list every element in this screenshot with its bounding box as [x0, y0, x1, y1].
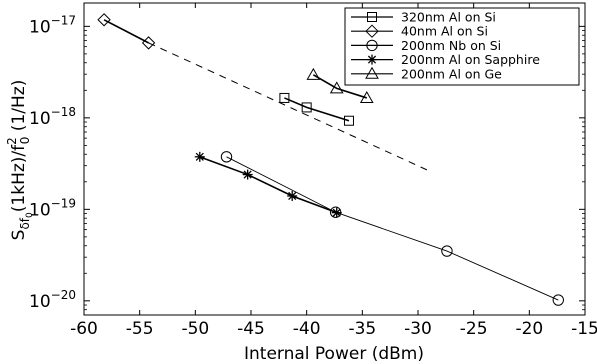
legend-entry: 320nm Al on Si	[351, 10, 496, 25]
series-line	[226, 156, 559, 301]
axis-ticks: -60 -55 -50 -45 -40 -35 -30 -25 -20 -1510−2010−19…	[29, 3, 597, 339]
legend-entry: 200nm Al on Ge	[351, 66, 502, 81]
x-tick-label: -25	[460, 319, 488, 339]
y-tick-base: 10	[29, 17, 51, 37]
x-tick-label: -60	[70, 319, 98, 339]
data-point-asterisk	[287, 190, 298, 201]
x-axis-label: Internal Power (dBm)	[244, 344, 424, 364]
data-point-triangle	[329, 81, 344, 94]
legend-entry: 200nm Al on Sapphire	[351, 52, 540, 67]
data-point-triangle	[359, 90, 374, 103]
legend-marker-square	[367, 12, 377, 22]
legend-label: 200nm Nb on Si	[401, 38, 501, 53]
legend-marker-asterisk	[367, 54, 377, 65]
legend-marker-triangle	[365, 66, 379, 79]
y-tick-base: 10	[29, 109, 51, 129]
legend-entry: 200nm Nb on Si	[351, 38, 501, 53]
x-tick-label: -20	[515, 319, 543, 339]
y-tick-label: 10−20	[29, 288, 76, 312]
data-point-circle	[220, 151, 233, 163]
y-tick-base: 10	[29, 292, 51, 312]
data-point-diamond	[97, 13, 111, 27]
legend-marker-circle	[366, 39, 378, 52]
y-tick-base: 10	[29, 200, 51, 220]
x-tick-label: -30	[404, 319, 432, 339]
legend-label: 320nm Al on Si	[401, 10, 496, 25]
data-point-asterisk	[194, 151, 205, 162]
series-diamond	[97, 13, 156, 50]
data-point-circle	[441, 245, 453, 257]
data-point-circle	[552, 294, 564, 306]
data-point-asterisk	[242, 169, 253, 180]
series-circle	[220, 151, 564, 306]
legend-entry: 40nm Al on Si	[351, 24, 488, 39]
data-point-square	[279, 92, 290, 103]
data-point-diamond	[141, 36, 156, 50]
x-tick-label: -40	[293, 319, 321, 339]
y-tick-exponent: −19	[51, 196, 76, 210]
series-line	[103, 19, 149, 44]
x-tick-label: -55	[126, 319, 154, 339]
y-tick-exponent: −17	[51, 13, 76, 27]
series-square	[279, 92, 354, 126]
legend-marker-diamond	[365, 24, 379, 38]
y-axis-label: Sδf0(1kHz)/f20 (1/Hz)	[5, 80, 35, 241]
y-tick-label: 10−18	[29, 105, 76, 129]
series-asterisk	[194, 151, 342, 218]
x-tick-label: -50	[181, 319, 209, 339]
y-tick-exponent: −20	[51, 288, 76, 302]
series-line	[284, 97, 350, 122]
x-tick-label: -35	[348, 319, 376, 339]
y-tick-label: 10−19	[29, 196, 76, 220]
series-triangle	[306, 67, 374, 103]
series-line	[312, 74, 368, 99]
legend-label: 200nm Al on Sapphire	[401, 52, 540, 67]
legend-box	[344, 7, 580, 86]
y-tick-exponent: −18	[51, 105, 76, 119]
legend-label: 40nm Al on Si	[401, 24, 488, 39]
data-point-triangle	[306, 67, 321, 80]
data-point-square	[301, 102, 312, 113]
data-series	[97, 13, 564, 306]
data-point-asterisk	[331, 207, 342, 218]
y-tick-label: 10−17	[29, 13, 76, 37]
x-tick-label: -45	[237, 319, 265, 339]
x-tick-label: -15	[571, 319, 597, 339]
legend-label: 200nm Al on Ge	[401, 66, 502, 81]
series-line	[199, 156, 338, 214]
data-point-square	[343, 115, 354, 126]
